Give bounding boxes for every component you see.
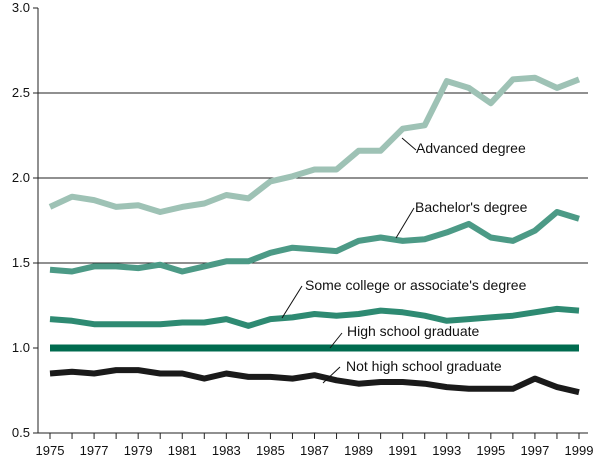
x-tick-label: 1987	[300, 443, 329, 458]
x-tick-label: 1993	[432, 443, 461, 458]
series-line-advanced-degree	[48, 74, 581, 215]
y-tick-label: 1.0	[12, 340, 30, 355]
x-tick-label: 1997	[520, 443, 549, 458]
y-tick-label: 3.0	[12, 0, 30, 15]
series-label: Some college or associate's degree	[305, 277, 527, 293]
x-tick-label: 1983	[212, 443, 241, 458]
y-tick-label: 2.0	[12, 170, 30, 185]
annotation-leader	[322, 366, 341, 384]
series-line-not-high-school-graduate	[49, 367, 580, 396]
x-tick-label: 1975	[36, 443, 65, 458]
series-label: Not high school graduate	[346, 358, 502, 374]
annotation-leader	[401, 137, 417, 151]
annotation-leader	[395, 207, 415, 239]
y-tick-label: 2.5	[12, 85, 30, 100]
series-label: Advanced degree	[416, 140, 526, 156]
x-tick-label: 1981	[168, 443, 197, 458]
series-label: High school graduate	[347, 323, 480, 339]
series-label: Bachelor's degree	[415, 199, 528, 215]
x-tick-label: 1977	[80, 443, 109, 458]
annotation-leader	[329, 332, 343, 349]
series-line-bachelor-s-degree	[49, 209, 580, 275]
x-tick-label: 1979	[124, 443, 153, 458]
x-tick-label: 1995	[476, 443, 505, 458]
series-line-some-college-or-associate-s-degree	[49, 305, 580, 329]
y-tick-label: 1.5	[12, 255, 30, 270]
y-tick-label: 0.5	[12, 425, 30, 440]
annotation-leader	[281, 285, 303, 319]
x-tick-label: 1985	[256, 443, 285, 458]
x-tick-label: 1989	[344, 443, 373, 458]
x-tick-label: 1991	[388, 443, 417, 458]
x-tick-label: 1999	[565, 443, 594, 458]
